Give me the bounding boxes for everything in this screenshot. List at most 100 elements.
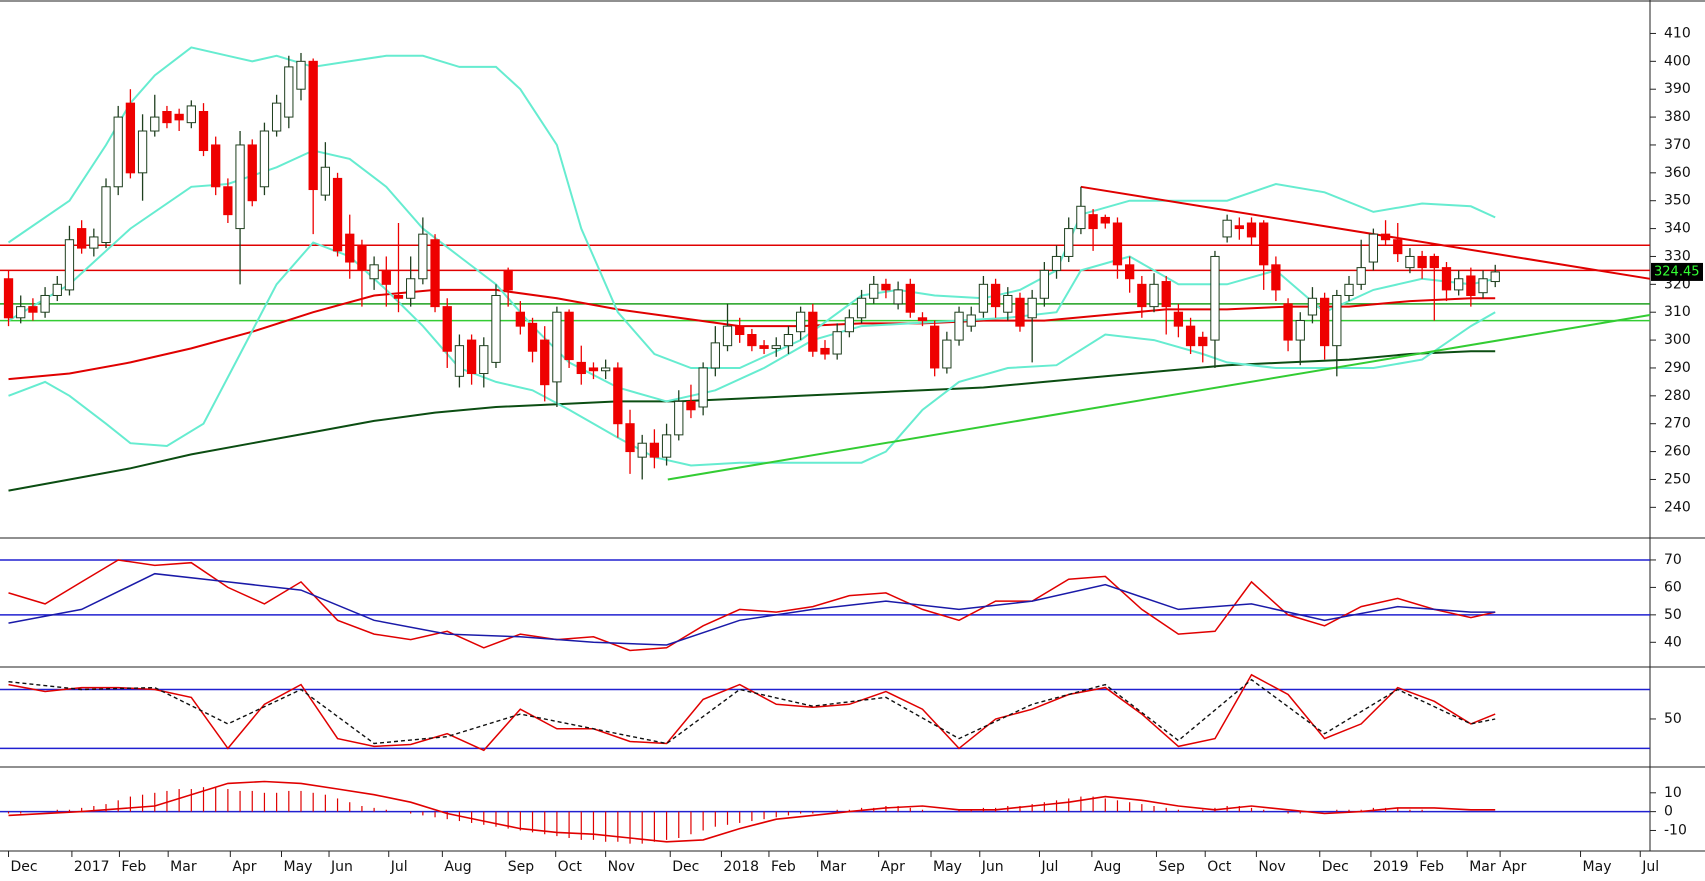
- candle-body: [320, 166, 331, 196]
- candle-body: [16, 306, 26, 319]
- candle-body: [954, 311, 964, 341]
- candle-body: [1271, 264, 1281, 291]
- x-tick-label: Jun: [981, 859, 1004, 875]
- candle-body: [795, 311, 806, 333]
- x-tick-label: Apr: [881, 859, 905, 875]
- x-tick-label: May: [933, 859, 962, 875]
- candle-body: [832, 331, 842, 355]
- y-tick-label: 60: [1664, 579, 1682, 595]
- candle-body: [125, 102, 136, 174]
- candle-body: [466, 339, 477, 375]
- candle-body: [856, 297, 867, 319]
- x-tick-label: Aug: [1094, 859, 1121, 875]
- candle-body: [284, 66, 294, 118]
- y-tick-label: 300: [1664, 332, 1691, 348]
- candle-body: [479, 345, 489, 375]
- candle-body: [296, 60, 306, 90]
- candle-body: [1027, 297, 1037, 319]
- candle-body: [198, 111, 209, 152]
- candle-body: [491, 294, 501, 363]
- candle-body: [1210, 255, 1220, 341]
- candle-body: [442, 306, 452, 352]
- candle-body: [1332, 294, 1342, 347]
- candle-body: [661, 434, 672, 458]
- moving-average: [8, 350, 1496, 492]
- candle-body: [990, 283, 1001, 308]
- candle-body: [137, 130, 148, 174]
- candle-body: [1344, 283, 1354, 296]
- candle-body: [259, 130, 270, 188]
- x-tick-label: Nov: [608, 859, 635, 875]
- y-tick-label: 360: [1664, 165, 1691, 181]
- candle-body: [1064, 228, 1074, 257]
- candle-body: [77, 228, 87, 249]
- candle-body: [649, 442, 660, 458]
- candle-body: [881, 283, 891, 291]
- candle-body: [576, 361, 586, 375]
- candle-body: [1039, 269, 1049, 299]
- candle-body: [1393, 239, 1403, 255]
- y-tick-label: 0: [1664, 804, 1673, 820]
- candle-body: [869, 283, 879, 299]
- candle-body: [211, 144, 221, 188]
- moving-average: [7, 46, 1496, 369]
- x-tick-label: Mar: [820, 859, 847, 875]
- y-tick-label: 50: [1664, 607, 1682, 623]
- candle-body: [966, 314, 976, 327]
- y-tick-label: 240: [1664, 499, 1691, 515]
- candle-body: [625, 423, 635, 453]
- candle-body: [1222, 219, 1232, 238]
- candle-body: [393, 294, 404, 299]
- candle-body: [1441, 267, 1452, 291]
- candle-body: [942, 339, 952, 369]
- candle-body: [1259, 222, 1269, 266]
- candle-body: [235, 144, 245, 230]
- y-tick-label: 370: [1664, 137, 1691, 153]
- y-tick-label: -10: [1664, 822, 1687, 838]
- candle-body: [454, 345, 465, 377]
- candle-body: [1295, 320, 1305, 341]
- candle-body: [150, 116, 160, 132]
- candle-body: [1076, 205, 1086, 230]
- candle-body: [1454, 278, 1464, 291]
- candle-body: [1319, 297, 1330, 347]
- x-tick-label: Nov: [1258, 859, 1285, 875]
- candle-body: [1198, 336, 1208, 347]
- indicator-line: [8, 559, 1496, 652]
- candle-body: [369, 264, 379, 280]
- x-tick-label: Sep: [508, 859, 534, 875]
- candle-body: [186, 105, 196, 124]
- trend-line: [1080, 185, 1651, 280]
- candle-body: [637, 442, 647, 458]
- candle-body: [332, 177, 343, 252]
- y-tick-label: 260: [1664, 444, 1691, 460]
- x-tick-label: Apr: [1502, 859, 1526, 875]
- x-tick-label: May: [283, 859, 312, 875]
- candle-body: [747, 334, 757, 347]
- candle-body: [1417, 255, 1427, 269]
- candle-body: [503, 269, 513, 291]
- candle-body: [735, 325, 745, 336]
- candle-body: [527, 322, 538, 352]
- x-tick-label: Mar: [1469, 859, 1496, 875]
- y-tick-label: 70: [1664, 552, 1682, 568]
- candle-body: [674, 400, 684, 436]
- last-price-box: [1651, 262, 1703, 281]
- x-tick-label: Dec: [672, 859, 699, 875]
- last-price-label: 324.45: [1654, 264, 1700, 279]
- x-tick-label: May: [1583, 859, 1612, 875]
- candle-body: [1112, 222, 1123, 266]
- candle-body: [1490, 271, 1500, 283]
- candle-body: [1015, 297, 1025, 327]
- y-tick-label: 290: [1664, 360, 1691, 376]
- candle-body: [905, 283, 915, 313]
- y-tick-label: 40: [1664, 634, 1682, 650]
- x-tick-label: Dec: [1322, 859, 1349, 875]
- x-tick-label: Oct: [1207, 859, 1232, 875]
- candle-body: [917, 317, 928, 322]
- candle-body: [89, 236, 99, 249]
- y-tick-label: 50: [1664, 711, 1682, 727]
- x-tick-label: Feb: [121, 859, 146, 875]
